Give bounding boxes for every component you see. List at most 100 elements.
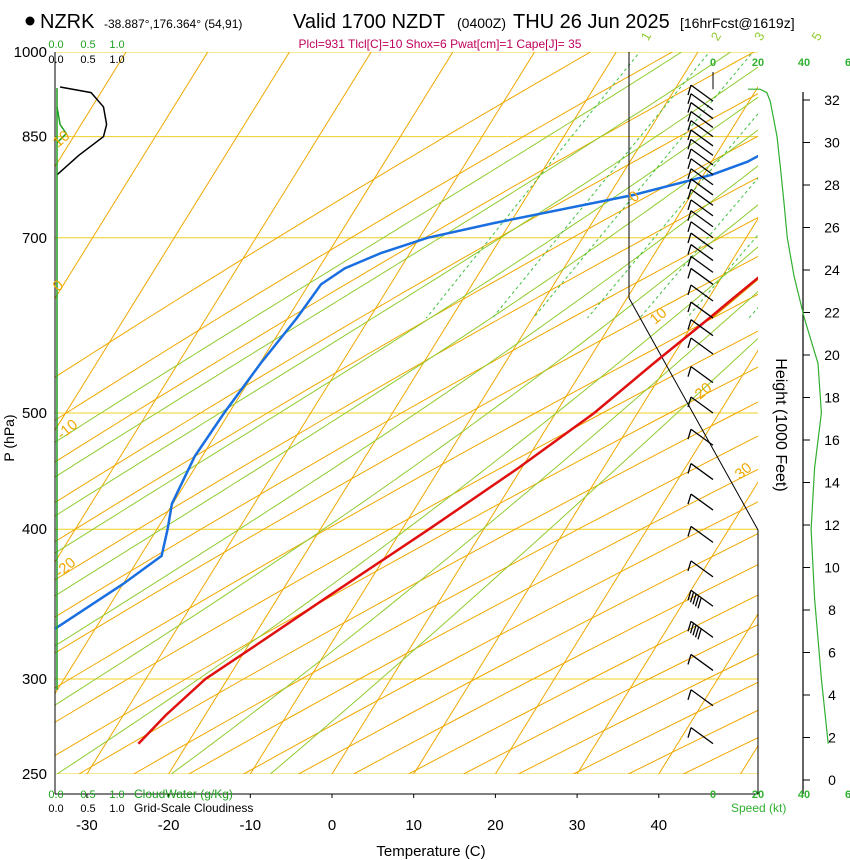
x-tick-label: -10 bbox=[239, 817, 261, 834]
height-tick-label: 0 bbox=[828, 772, 836, 788]
wind-barb bbox=[690, 93, 714, 111]
wind-barb-feather bbox=[687, 560, 692, 572]
valid-date: THU 26 Jun 2025 bbox=[513, 11, 670, 33]
wind-barb bbox=[690, 232, 714, 250]
wind-barb bbox=[690, 284, 714, 302]
isotherm-line bbox=[249, 52, 699, 774]
moist-adiabat-line bbox=[55, 66, 758, 517]
temperature-curve bbox=[137, 276, 758, 745]
dry-adiabat-line bbox=[55, 293, 758, 689]
speed-tick-top: 6 bbox=[845, 57, 850, 69]
height-tick-label: 4 bbox=[828, 687, 836, 703]
wind-barb bbox=[690, 178, 714, 196]
wind-barb bbox=[690, 267, 714, 285]
height-tick-label: 18 bbox=[824, 390, 840, 406]
wind-panel bbox=[687, 72, 829, 745]
wind-barb bbox=[690, 255, 714, 273]
wind-barb-feather bbox=[687, 256, 692, 267]
wind-barb-feather bbox=[687, 178, 692, 190]
isotherm-line bbox=[168, 52, 617, 774]
height-tick-label: 30 bbox=[824, 135, 840, 151]
dry-adiabat-line bbox=[55, 135, 758, 543]
station-id: NZRK bbox=[40, 11, 95, 33]
dry-adiabat-line bbox=[627, 709, 758, 774]
axes bbox=[54, 52, 810, 798]
isotherm-line bbox=[55, 52, 372, 563]
dry-adiabat-line bbox=[132, 435, 758, 774]
height-axis-title: Height (1000 Feet) bbox=[772, 358, 789, 491]
background-lines bbox=[55, 52, 758, 774]
moist-adiabat-line bbox=[55, 204, 758, 706]
dry-adiabat-line bbox=[55, 52, 592, 378]
wind-barb-feather bbox=[687, 493, 692, 505]
isotherm-line bbox=[55, 52, 454, 695]
height-tick-label: 16 bbox=[824, 432, 840, 448]
moist-adiabat-line bbox=[55, 52, 682, 443]
speed-tick-top: 0 bbox=[710, 57, 716, 69]
cloudwater-tick-bottom: 0.0 bbox=[48, 789, 63, 801]
wind-barb-feather bbox=[687, 366, 692, 377]
wind-barb-feather bbox=[687, 654, 692, 665]
wind-barb-feather bbox=[687, 120, 692, 131]
isotherm-label: 0 bbox=[50, 277, 67, 295]
dry-adiabat-line bbox=[55, 52, 755, 463]
profiles bbox=[55, 154, 758, 745]
location-text: -38.887°,176.364° (54,91) bbox=[104, 17, 242, 31]
moist-adiabat-line bbox=[55, 165, 758, 647]
cloudwater-tick-top: 0.5 bbox=[80, 39, 95, 51]
y-tick-label: 850 bbox=[22, 129, 47, 146]
speed-tick-top: 40 bbox=[798, 57, 810, 69]
x-tick-label: 20 bbox=[487, 817, 504, 834]
mixing-ratio-label: 3 bbox=[751, 29, 768, 43]
wind-barb-feather bbox=[687, 210, 692, 221]
wind-barb bbox=[690, 129, 714, 147]
wind-barb-feather bbox=[687, 158, 692, 169]
isotherm-line bbox=[55, 52, 291, 432]
dry-adiabat-line bbox=[682, 737, 758, 774]
cloudiness-label: Grid-Scale Cloudiness bbox=[134, 801, 253, 815]
dry-adiabat-line bbox=[55, 176, 758, 581]
y-axis-title: P (hPa) bbox=[1, 414, 17, 461]
dry-adiabat-line bbox=[55, 93, 758, 504]
mixing-ratio-label: 2 bbox=[708, 29, 725, 43]
wind-barb bbox=[690, 463, 714, 481]
wind-barb bbox=[690, 84, 714, 102]
cloud-panel bbox=[56, 86, 108, 690]
x-tick-label: 30 bbox=[569, 817, 586, 834]
height-tick-label: 6 bbox=[828, 645, 836, 661]
wind-barb-feather bbox=[687, 148, 692, 160]
isotherm-line bbox=[55, 52, 127, 168]
speed-tick-bottom: 20 bbox=[752, 789, 764, 801]
parameters-text: Plcl=931 Tlcl[C]=10 Shox=6 Pwat[cm]=1 Ca… bbox=[299, 37, 582, 51]
isotherm-label: 10 bbox=[50, 127, 74, 151]
wind-speed-curve bbox=[748, 88, 829, 744]
dewpoint-curve bbox=[55, 154, 758, 631]
wind-barb-feather bbox=[687, 689, 692, 700]
x-axis-title: Temperature (C) bbox=[376, 843, 485, 860]
y-tick-label: 500 bbox=[22, 405, 47, 422]
isotherm-label: -20 bbox=[52, 554, 80, 581]
wind-barb-feather bbox=[687, 590, 692, 601]
moist-adiabat-line bbox=[171, 290, 758, 774]
station-dot bbox=[25, 16, 35, 26]
height-tick-label: 2 bbox=[828, 730, 836, 746]
wind-barb-feather bbox=[694, 627, 700, 638]
wind-barb-feather bbox=[687, 93, 692, 104]
wind-barb bbox=[690, 244, 714, 262]
wind-barb bbox=[690, 301, 714, 319]
height-tick-label: 10 bbox=[824, 560, 840, 576]
wind-barb bbox=[690, 366, 714, 384]
isotherm-line bbox=[494, 349, 758, 774]
cloudwater-tick-top: 1.0 bbox=[109, 39, 124, 51]
speed-tick-top: 20 bbox=[752, 57, 764, 69]
parcel-curve bbox=[710, 276, 758, 319]
wind-barb-feather bbox=[697, 629, 702, 640]
wind-barb bbox=[690, 210, 714, 228]
valid-time: Valid 1700 NZDT bbox=[293, 11, 445, 33]
axis-labels: Temperature (C) P (hPa) Height (1000 Fee… bbox=[1, 29, 850, 860]
wind-barb bbox=[690, 168, 714, 186]
cloudwater-tick-top: 0.0 bbox=[48, 39, 63, 51]
dry-adiabat-line bbox=[55, 366, 758, 757]
mixing-ratio-line bbox=[587, 113, 758, 319]
wind-barb bbox=[690, 199, 714, 217]
